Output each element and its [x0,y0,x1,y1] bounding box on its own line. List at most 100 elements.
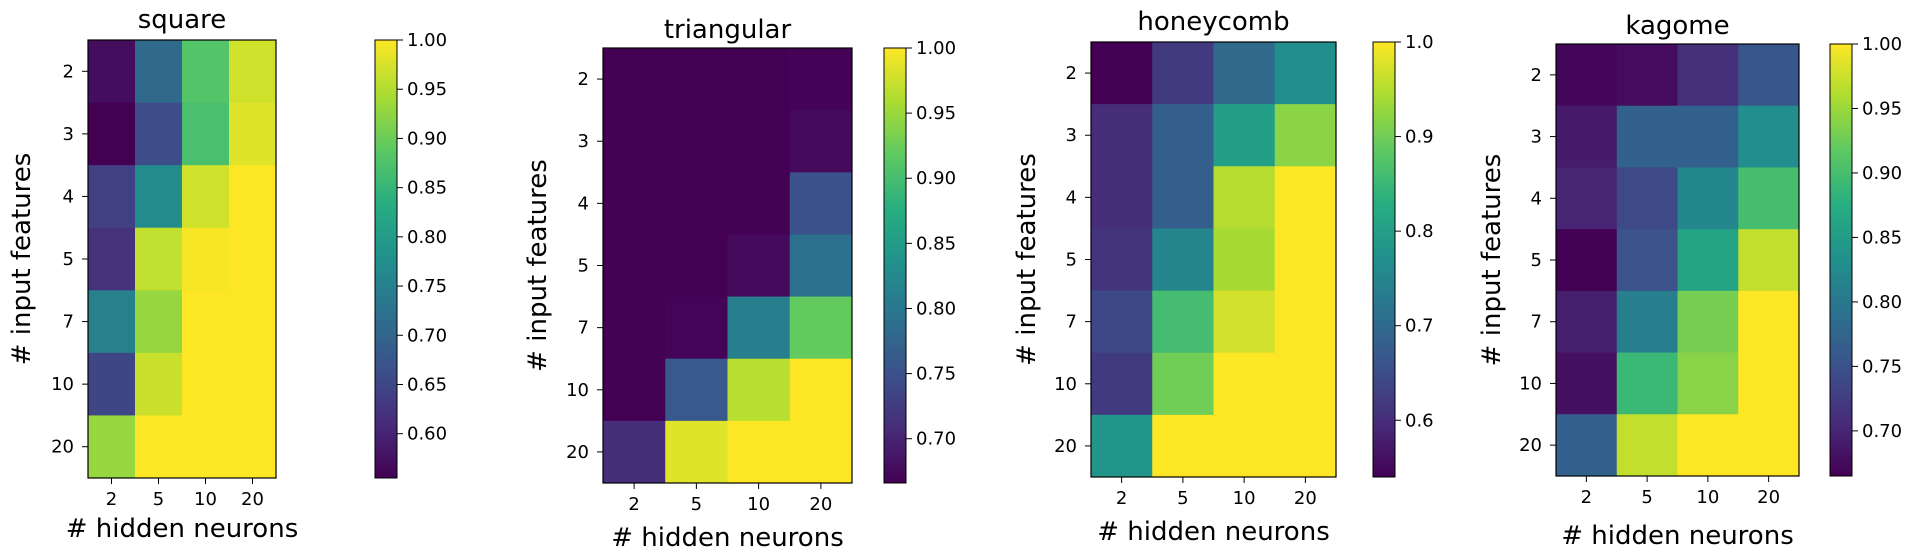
heatmap-cell [603,234,666,298]
x-tick-label: 5 [1641,487,1652,508]
heatmap-cell [1274,290,1337,354]
heatmap-cell [789,296,853,360]
x-tick-label: 10 [194,489,217,510]
colorbar-tick-label: 0.90 [1862,163,1902,184]
heatmap-cell [665,420,728,484]
colorbar-tick-label: 0.95 [1862,98,1902,119]
heatmap-cell [1556,414,1618,477]
heatmap-cell [1556,105,1618,168]
heatmap-cell [1152,290,1214,354]
heatmap-panel-kagome: 2 5 10 20 2 3 4 5 7 10 20 kagome # hidden neurons # i… [1477,11,1902,551]
colorbar-tick-label: 0.85 [916,233,956,254]
heatmap-cell [88,40,136,104]
heatmap-cell [1738,414,1800,477]
y-tick-label: 7 [578,318,589,339]
heatmap-cell [135,290,183,354]
y-tick-label: 10 [566,380,589,401]
colorbar: 0.70 0.75 0.80 0.85 0.90 0.95 1.00 [883,38,956,484]
colorbar-tick-label: 0.60 [407,424,447,445]
y-tick-label: 4 [1531,188,1542,209]
y-tick-label: 4 [578,193,589,214]
x-tick-label: 20 [809,494,832,515]
y-tick-label: 7 [63,312,74,333]
colorbar-tick-label: 1.00 [1862,34,1902,55]
colorbar-frame [883,47,907,484]
x-tick-label: 20 [1757,487,1780,508]
heatmap-cell [1152,104,1214,167]
heatmap-cell [182,352,230,416]
colorbar-tick-label: 0.80 [1862,292,1902,313]
heatmap-cell [665,172,728,235]
heatmap-cell [1738,290,1800,354]
panel-title: honeycomb [1137,7,1289,37]
colorbar-frame [1372,41,1396,478]
colorbar-frame [1829,43,1853,477]
x-tick-label: 20 [241,489,264,510]
y-axis-label: # input features [1477,154,1507,367]
heatmap-cell [135,227,183,291]
heatmap-cell [1616,352,1678,415]
colorbar-gradient [1830,44,1852,476]
colorbar: 0.6 0.7 0.8 0.9 1.0 [1372,32,1434,478]
y-tick-label: 5 [63,249,74,270]
heatmap-cell [88,102,136,166]
x-tick-label: 10 [1233,488,1256,509]
heatmap-cell [1677,44,1739,107]
heatmap-cell [1091,414,1153,478]
heatmap-cell [727,296,791,360]
y-tick-label: 2 [578,69,589,90]
colorbar-frame [374,39,398,479]
heatmap-panel-triangular: 2 5 10 20 2 3 4 5 7 10 20 triangular # hidden neuron… [523,15,956,552]
heatmap-cell [229,227,277,291]
y-tick-label: 20 [566,442,589,463]
x-axis-label: # hidden neurons [66,514,299,544]
heatmap-cell [88,227,136,291]
colorbar-tick-label: 0.85 [407,178,447,199]
heatmap-cell [1274,352,1337,416]
heatmap-cell [1274,42,1337,105]
y-tick-label: 10 [1519,373,1542,394]
heatmap-cell [665,234,728,298]
x-tick-label: 2 [1581,487,1592,508]
y-axis-label: # input features [7,153,37,366]
colorbar-tick-label: 0.80 [916,298,956,319]
heatmap-cell [135,165,183,229]
colorbar-tick-label: 0.85 [1862,227,1902,248]
x-tick-label: 10 [1696,487,1719,508]
colorbar-tick-label: 0.95 [407,79,447,100]
y-tick-label: 20 [51,437,74,458]
heatmap-cell [1616,167,1678,230]
heatmap-cell [88,352,136,416]
heatmap-cell [1556,352,1618,415]
colorbar-tick-label: 0.90 [916,168,956,189]
heatmap-cell [1738,44,1800,107]
heatmap-cell [1091,228,1153,292]
x-tick-label: 10 [747,494,770,515]
colorbar-tick-label: 1.0 [1405,32,1434,53]
heatmap-cell [789,48,853,111]
y-tick-label: 3 [63,124,74,145]
heatmap-cell [1213,414,1276,478]
heatmap-cell [727,48,791,111]
heatmap-cell [229,40,277,104]
heatmap-cell [1091,166,1153,229]
heatmap-cell [1616,414,1678,477]
heatmap-cell [789,234,853,298]
y-tick-label: 5 [578,256,589,277]
colorbar-tick-label: 0.7 [1405,316,1434,337]
heatmap-cell [727,172,791,235]
colorbar-gradient [375,40,397,478]
heatmap-cell [1738,229,1800,292]
heatmap-cell [1616,44,1678,107]
colorbar: 0.70 0.75 0.80 0.85 0.90 0.95 1.00 [1829,34,1902,477]
heatmap-cell [135,415,183,479]
heatmap-cell [1677,167,1739,230]
y-tick-label: 7 [1066,312,1077,333]
heatmap-cell [727,110,791,173]
heatmap-cell [1091,352,1153,416]
colorbar-tick-label: 0.90 [407,128,447,149]
heatmap-cell [135,40,183,104]
y-tick-label: 5 [1531,250,1542,271]
